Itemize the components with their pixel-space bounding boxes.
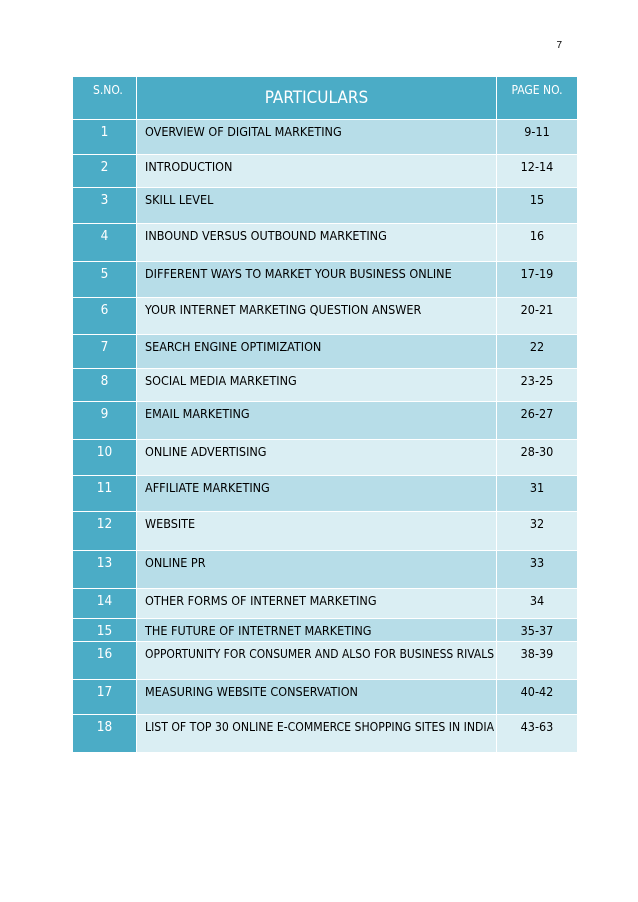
row-page-range: 34 [496,588,578,619]
row-serial-number: 15 [72,618,137,642]
row-title: EMAIL MARKETING [136,401,497,440]
row-serial-number: 18 [72,714,137,753]
row-page-range: 33 [496,550,578,589]
row-serial-number: 13 [72,550,137,589]
row-page-range: 40-42 [496,679,578,715]
table-row: 7 SEARCH ENGINE OPTIMIZATION 22 [72,334,578,369]
particulars-header: PARTICULARS [136,76,497,120]
row-title: LIST OF TOP 30 ONLINE E-COMMERCE SHOPPIN… [136,714,497,753]
row-title: SEARCH ENGINE OPTIMIZATION [136,334,497,369]
table-row: 18 LIST OF TOP 30 ONLINE E-COMMERCE SHOPP… [72,714,578,753]
table-row: 2 INTRODUCTION 12-14 [72,154,578,188]
row-serial-number: 4 [72,223,137,262]
row-serial-number: 14 [72,588,137,619]
row-serial-number: 11 [72,475,137,512]
sno-header: S.NO. [72,76,137,120]
row-serial-number: 6 [72,297,137,335]
row-page-range: 12-14 [496,154,578,188]
table-row: 14 OTHER FORMS OF INTERNET MARKETING 34 [72,588,578,619]
row-title: OVERVIEW OF DIGITAL MARKETING [136,119,497,155]
row-page-range: 23-25 [496,368,578,402]
row-page-range: 20-21 [496,297,578,335]
row-page-range: 26-27 [496,401,578,440]
row-title: WEBSITE [136,511,497,551]
row-page-range: 32 [496,511,578,551]
table-row: 12 WEBSITE 32 [72,511,578,551]
table-row: 16 OPPORTUNITY FOR CONSUMER AND ALSO FOR … [72,641,578,680]
row-page-range: 31 [496,475,578,512]
page-number: 7 [556,40,562,51]
row-serial-number: 9 [72,401,137,440]
row-serial-number: 5 [72,261,137,298]
row-title: OTHER FORMS OF INTERNET MARKETING [136,588,497,619]
row-serial-number: 2 [72,154,137,188]
row-title: OPPORTUNITY FOR CONSUMER AND ALSO FOR BU… [136,641,497,680]
row-serial-number: 12 [72,511,137,551]
row-page-range: 16 [496,223,578,262]
row-serial-number: 10 [72,439,137,476]
row-title: INTRODUCTION [136,154,497,188]
row-title: SOCIAL MEDIA MARKETING [136,368,497,402]
row-title: DIFFERENT WAYS TO MARKET YOUR BUSINESS O… [136,261,497,298]
table-row: 15 THE FUTURE OF INTETRNET MARKETING 35-37 [72,618,578,642]
table-row: 6 YOUR INTERNET MARKETING QUESTION ANSWER… [72,297,578,335]
header-row: S.NO. PARTICULARS PAGE NO. [72,76,578,120]
row-serial-number: 16 [72,641,137,680]
table-row: 4 INBOUND VERSUS OUTBOUND MARKETING 16 [72,223,578,262]
row-title: MEASURING WEBSITE CONSERVATION [136,679,497,715]
row-title: ONLINE ADVERTISING [136,439,497,476]
row-page-range: 17-19 [496,261,578,298]
row-serial-number: 17 [72,679,137,715]
row-title: YOUR INTERNET MARKETING QUESTION ANSWER [136,297,497,335]
table-row: 11 AFFILIATE MARKETING 31 [72,475,578,512]
row-page-range: 43-63 [496,714,578,753]
row-title: SKILL LEVEL [136,187,497,224]
row-page-range: 9-11 [496,119,578,155]
row-page-range: 35-37 [496,618,578,642]
table-row: 1 OVERVIEW OF DIGITAL MARKETING 9-11 [72,119,578,155]
table-row: 5 DIFFERENT WAYS TO MARKET YOUR BUSINESS … [72,261,578,298]
row-serial-number: 1 [72,119,137,155]
row-page-range: 28-30 [496,439,578,476]
table-row: 10 ONLINE ADVERTISING 28-30 [72,439,578,476]
row-serial-number: 7 [72,334,137,369]
table-row: 17 MEASURING WEBSITE CONSERVATION 40-42 [72,679,578,715]
page-no-header: PAGE NO. [496,76,578,120]
table-row: 3 SKILL LEVEL 15 [72,187,578,224]
row-title: THE FUTURE OF INTETRNET MARKETING [136,618,497,642]
row-page-range: 38-39 [496,641,578,680]
table-of-contents: S.NO. PARTICULARS PAGE NO. 1 OVERVIEW OF … [72,76,578,753]
table-row: 9 EMAIL MARKETING 26-27 [72,401,578,440]
row-page-range: 22 [496,334,578,369]
toc-body: 1 OVERVIEW OF DIGITAL MARKETING 9-11 2 INTRO… [72,119,578,753]
table-row: 8 SOCIAL MEDIA MARKETING 23-25 [72,368,578,402]
row-serial-number: 3 [72,187,137,224]
table-row: 13 ONLINE PR 33 [72,550,578,589]
row-title: AFFILIATE MARKETING [136,475,497,512]
row-serial-number: 8 [72,368,137,402]
row-title: INBOUND VERSUS OUTBOUND MARKETING [136,223,497,262]
row-page-range: 15 [496,187,578,224]
row-title: ONLINE PR [136,550,497,589]
